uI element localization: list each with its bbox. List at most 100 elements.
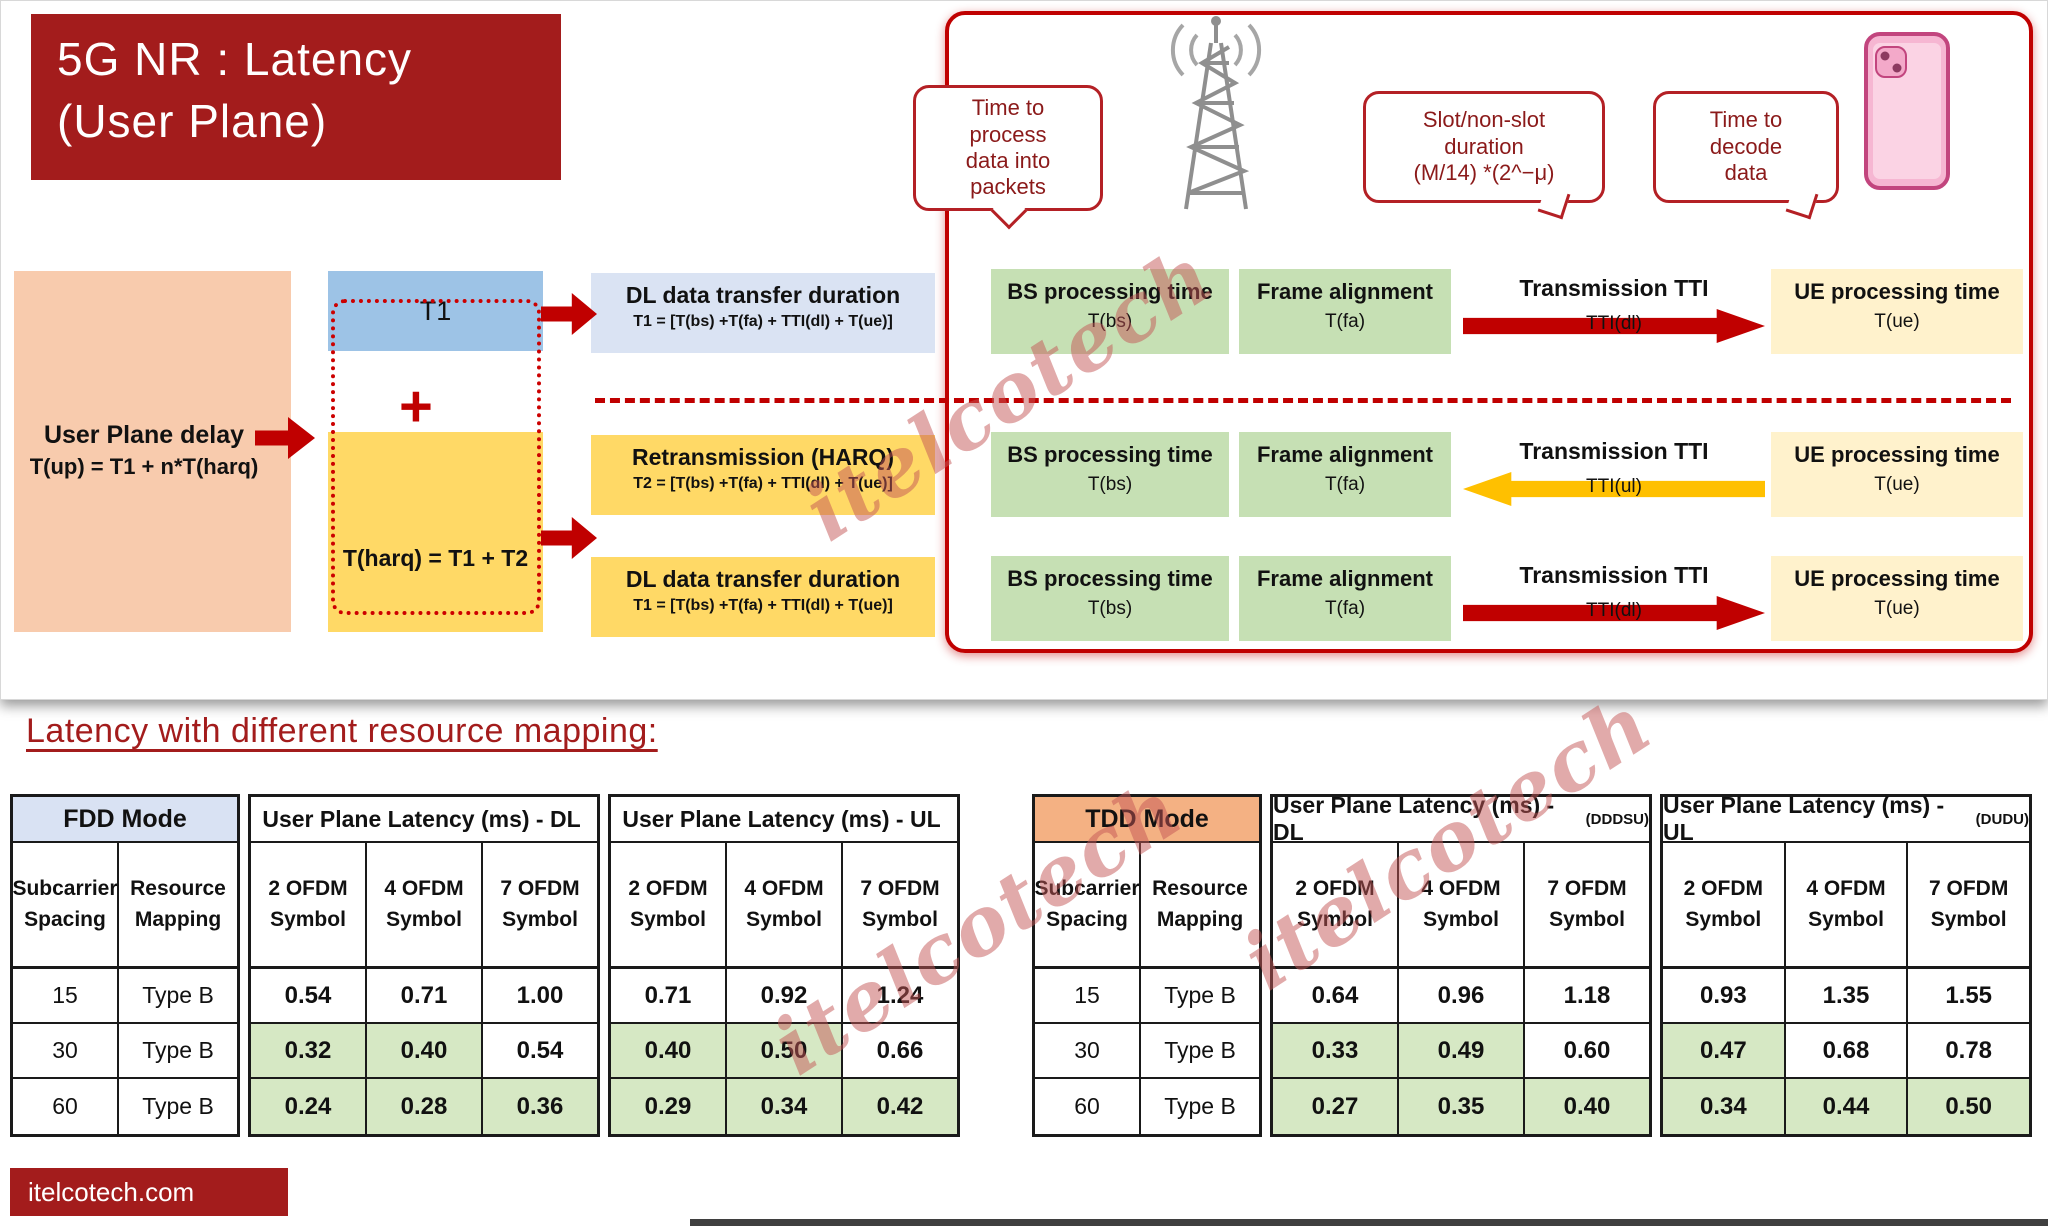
latency-value-cell: 0.68 [1786, 1024, 1909, 1077]
bs-processing-box: BS processing time T(bs) [991, 556, 1229, 641]
transmission-tti-label: Transmission TTI [1519, 438, 1709, 464]
latency-value-cell: 0.40 [1525, 1079, 1649, 1134]
mapping-cell: Type B [142, 1037, 214, 1063]
subcarrier-cell: 30 [1035, 1024, 1141, 1077]
subcarrier-cell: 60 [13, 1079, 119, 1134]
frame-alignment-box: Frame alignment T(fa) [1239, 556, 1451, 641]
latency-value-cell: 0.24 [251, 1079, 367, 1134]
slide-title: 5G NR : Latency (User Plane) [31, 14, 561, 180]
tdd-dl-block: User Plane Latency (ms) - DL (DDDSU) 2 O… [1270, 792, 1652, 1137]
transmission-tti-ul: Transmission TTI TTI(ul) [1461, 432, 1767, 517]
latency-value-cell: 0.44 [1785, 1079, 1909, 1134]
user-plane-delay-box [14, 271, 291, 632]
fdd-dl-group-header: User Plane Latency (ms) - DL [251, 797, 597, 843]
window-edge [690, 1219, 2048, 1226]
latency-value-cell: 0.47 [1663, 1024, 1786, 1077]
tdd-dl-group-header: User Plane Latency (ms) - DL (DDDSU) [1273, 792, 1649, 845]
latency-value-cell: 0.96 [1399, 969, 1525, 1022]
group-suffix: (DUDU) [1975, 810, 2029, 828]
ue-processing-label: UE processing time [1794, 442, 2000, 467]
tdd-ul-block: User Plane Latency (ms) - UL (DUDU) 2 OF… [1660, 792, 2032, 1137]
dl-transfer-title: DL data transfer duration [625, 566, 901, 592]
table-row: 60 Type B [13, 1079, 237, 1134]
subcarrier-cell: 60 [1035, 1079, 1141, 1134]
dashed-divider-line [595, 398, 2011, 403]
mapping-cell: Type B [1164, 982, 1236, 1008]
ofdm-column-header: 7 OFDM Symbol [1929, 877, 2009, 931]
transmission-tti-label: Transmission TTI [1519, 562, 1709, 588]
tti-sub-label: TTI(dl) [1586, 600, 1642, 621]
fdd-ul-group-header: User Plane Latency (ms) - UL [611, 797, 957, 843]
latency-value-cell: 0.40 [611, 1024, 727, 1077]
user-plane-delay-text: User Plane delay T(up) = T1 + n*T(harq) [14, 421, 274, 480]
dl-transfer-box-bottom: DL data transfer duration T1 = [T(bs) +T… [591, 557, 935, 637]
column-header-subcarrier: Subcarrier Spacing [12, 843, 119, 966]
ofdm-column-header: 7 OFDM Symbol [500, 877, 580, 931]
fdd-ul-block: User Plane Latency (ms) - UL 2 OFDM Symb… [608, 794, 960, 1137]
latency-value-cell: 0.64 [1273, 969, 1399, 1022]
table-row: 0.24 0.28 0.36 [251, 1079, 597, 1134]
ue-processing-label: UE processing time [1794, 566, 2000, 591]
table-row: 0.32 0.40 0.54 [251, 1024, 597, 1079]
table-row: 0.40 0.50 0.66 [611, 1024, 957, 1079]
table-row: 0.47 0.68 0.78 [1663, 1024, 2029, 1079]
frame-alignment-sub: T(fa) [1324, 598, 1366, 619]
ofdm-column-header: 4 OFDM Symbol [1399, 843, 1525, 966]
retransmission-box: Retransmission (HARQ) T2 = [T(bs) +T(fa)… [591, 435, 935, 515]
latency-value-cell: 0.49 [1399, 1024, 1525, 1077]
retransmission-title: Retransmission (HARQ) [632, 444, 894, 470]
mapping-cell: Type B [1164, 1093, 1236, 1119]
latency-value-cell: 1.18 [1563, 981, 1611, 1009]
latency-value-cell: 0.54 [251, 969, 367, 1022]
table-row: 0.93 1.35 1.55 [1663, 969, 2029, 1024]
latency-value-cell: 0.60 [1563, 1036, 1611, 1064]
ue-processing-sub: T(ue) [1874, 598, 1920, 619]
fdd-table: FDD Mode Subcarrier Spacing Resource Map… [10, 794, 960, 1137]
transmission-tti-dl2: Transmission TTI TTI(dl) [1461, 556, 1767, 641]
user-plane-delay-formula: T(up) = T1 + n*T(harq) [29, 454, 259, 479]
bs-processing-label: BS processing time [1007, 279, 1213, 304]
user-plane-delay-title: User Plane delay [43, 421, 245, 449]
footer-site-label: itelcotech.com [10, 1168, 288, 1216]
latency-value-cell: 0.66 [876, 1036, 924, 1064]
latency-value-cell: 0.29 [611, 1079, 727, 1134]
transmission-tti-label: Transmission TTI [1519, 275, 1709, 301]
latency-value-cell: 0.40 [367, 1024, 483, 1077]
column-header-resource: Resource Mapping [1152, 877, 1248, 931]
transmission-tti-dl1: Transmission TTI TTI(dl) [1461, 269, 1767, 354]
latency-value-cell: 0.36 [483, 1079, 597, 1134]
tdd-mode-header: TDD Mode [1035, 797, 1259, 843]
dl-transfer-title: DL data transfer duration [625, 282, 901, 308]
mapping-cell: Type B [142, 1093, 214, 1119]
column-header-resource: Resource Mapping [130, 877, 226, 931]
table-row: 0.34 0.44 0.50 [1663, 1079, 2030, 1134]
latency-value-cell: 0.71 [367, 969, 483, 1022]
slide-canvas: 5G NR : Latency (User Plane) User Plane … [0, 0, 2048, 700]
frame-alignment-label: Frame alignment [1256, 566, 1434, 591]
latency-value-cell: 0.71 [611, 969, 727, 1022]
frame-alignment-label: Frame alignment [1256, 279, 1434, 304]
tti-sub-label: TTI(dl) [1586, 313, 1642, 334]
latency-value-cell: 0.35 [1399, 1079, 1525, 1134]
tdd-ul-group-header: User Plane Latency (ms) - UL (DUDU) [1663, 792, 2029, 845]
fdd-label-block: FDD Mode Subcarrier Spacing Resource Map… [10, 794, 240, 1137]
retransmission-formula: T2 = [T(bs) +T(fa) + TTI(dl) + T(ue)] [633, 475, 893, 492]
ofdm-column-header: 2 OFDM Symbol [1663, 843, 1786, 966]
arrow-t1-to-dl [541, 293, 597, 335]
tharq-box: T(harq) = T1 + T2 [328, 432, 543, 632]
table-row: 0.27 0.35 0.40 [1273, 1079, 1649, 1134]
table-row: 0.54 0.71 1.00 [251, 969, 597, 1024]
subcarrier-cell: 30 [13, 1024, 119, 1077]
ofdm-column-header: 4 OFDM Symbol [1786, 843, 1909, 966]
latency-value-cell: 1.35 [1786, 969, 1909, 1022]
bs-processing-label: BS processing time [1007, 442, 1213, 467]
cell-tower-icon [1170, 16, 1262, 210]
ue-processing-sub: T(ue) [1874, 474, 1920, 495]
ofdm-column-header: 7 OFDM Symbol [860, 877, 940, 931]
latency-value-cell: 1.00 [516, 981, 564, 1009]
latency-value-cell: 0.50 [1908, 1079, 2030, 1134]
arrow-tharq-to-dl [541, 517, 597, 559]
latency-value-cell: 0.54 [516, 1036, 564, 1064]
ofdm-column-header: 4 OFDM Symbol [727, 843, 843, 966]
group-title: User Plane Latency (ms) - UL [1663, 792, 1945, 845]
